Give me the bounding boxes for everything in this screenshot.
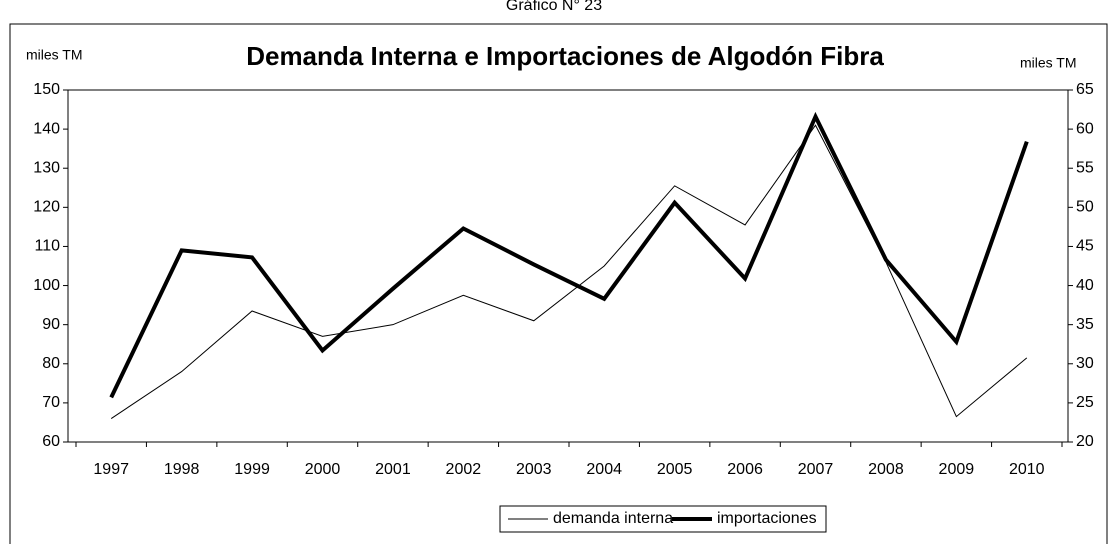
- x-tick-label: 1999: [234, 461, 270, 478]
- caption: Gráfico N° 23: [506, 0, 602, 14]
- series-line: [109, 111, 1029, 399]
- y-tick-label: 140: [33, 120, 60, 137]
- y2-tick-label: 55: [1076, 159, 1094, 176]
- chart-frame: [9, 23, 1108, 544]
- y-tick-label: 120: [33, 199, 60, 216]
- y2-tick-label: 50: [1076, 199, 1094, 216]
- y2-tick-label: 25: [1076, 394, 1094, 411]
- y2-tick-label: 45: [1076, 238, 1094, 255]
- x-tick-label: 2000: [305, 461, 341, 478]
- x-tick-label: 2004: [586, 461, 622, 478]
- y2-tick-label: 35: [1076, 316, 1094, 333]
- y-tick-label: 60: [42, 433, 60, 450]
- x-tick-label: 2009: [939, 461, 975, 478]
- x-tick-label: 1998: [164, 461, 200, 478]
- chart-title: Demanda Interna e Importaciones de Algod…: [246, 41, 884, 71]
- y-tick-label: 100: [33, 277, 60, 294]
- x-tick-label: 2002: [446, 461, 482, 478]
- y2-tick-label: 40: [1076, 277, 1094, 294]
- x-tick-label: 2010: [1009, 461, 1045, 478]
- y-tick-label: 130: [33, 159, 60, 176]
- x-tick-label: 2008: [868, 461, 904, 478]
- x-tick-label: 2007: [798, 461, 834, 478]
- y-axis-label: miles TM: [26, 47, 83, 63]
- y-tick-label: 80: [42, 355, 60, 372]
- x-tick-label: 2001: [375, 461, 411, 478]
- x-tick-label: 2005: [657, 461, 693, 478]
- y2-axis-label: miles TM: [1020, 55, 1077, 71]
- legend-box: [499, 505, 827, 533]
- legend-label: demanda interna: [553, 510, 673, 527]
- y-tick-label: 70: [42, 394, 60, 411]
- y2-tick-label: 20: [1076, 433, 1094, 450]
- y2-tick-label: 60: [1076, 120, 1094, 137]
- y2-tick-label: 30: [1076, 355, 1094, 372]
- y-tick-label: 150: [33, 81, 60, 98]
- plot-area: [67, 89, 1069, 443]
- y-tick-label: 110: [34, 238, 60, 255]
- x-tick-label: 2006: [727, 461, 763, 478]
- y2-tick-label: 65: [1076, 81, 1094, 98]
- legend-label: importaciones: [717, 510, 817, 527]
- x-tick-label: 2003: [516, 461, 552, 478]
- y-tick-label: 90: [42, 316, 60, 333]
- x-tick-label: 1997: [93, 461, 129, 478]
